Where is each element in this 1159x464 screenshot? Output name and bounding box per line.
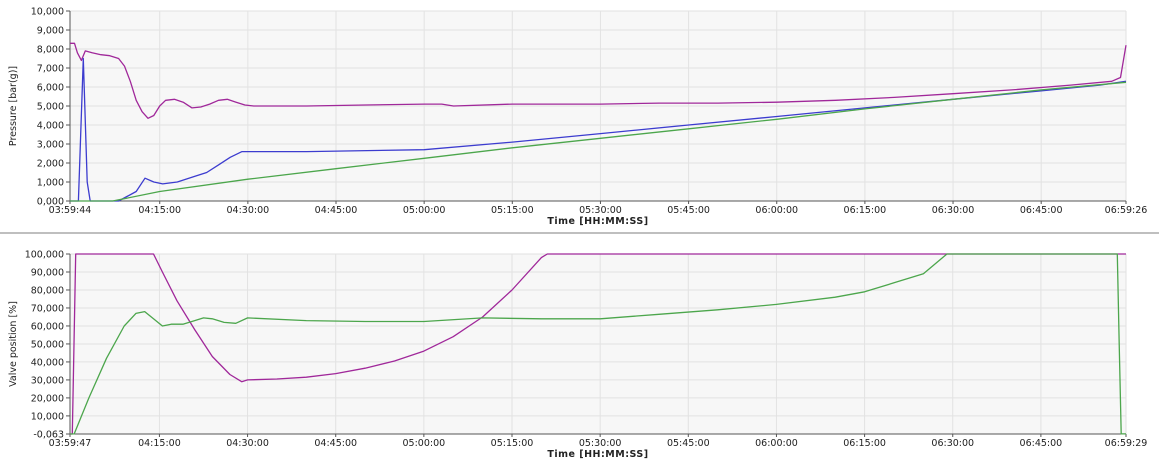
y-tick-label: 10,000: [31, 7, 64, 18]
y-tick-label: 80,000: [31, 285, 64, 296]
y-tick-label: 1,000: [37, 178, 64, 189]
y-tick-label: 9,000: [37, 26, 64, 37]
x-tick-label: 04:30:00: [227, 205, 270, 216]
x-tick-label: 06:30:00: [932, 205, 975, 216]
series-line-1: [70, 42, 1127, 119]
x-tick-label: 05:30:00: [579, 205, 622, 216]
x-axis-title: Time [HH:MM:SS]: [547, 216, 648, 227]
valve-position-chart: -0,063 10,000 20,000 30,000 40,000 50,000 60,0…: [8, 250, 1148, 461]
x-tick-label: 04:45:00: [314, 438, 357, 449]
x-tick-label: 06:45:00: [1020, 205, 1063, 216]
x-axis-title: Time [HH:MM:SS]: [547, 449, 648, 460]
y-tick-label: 50,000: [31, 339, 64, 350]
y-tick-label: 30,000: [31, 375, 64, 386]
y-tick-label: 3,000: [37, 140, 64, 151]
x-tick-label: 05:45:00: [667, 438, 710, 449]
y-tick-label: 10,000: [31, 411, 64, 422]
x-tick-label: 06:30:00: [931, 438, 974, 449]
series-line-2: [69, 253, 1126, 435]
y-tick-label: 70,000: [31, 303, 64, 314]
y-axis-title: Pressure [bar(g)]: [8, 66, 19, 146]
y-tick-label: 90,000: [31, 267, 64, 278]
y-tick-label: 4,000: [37, 121, 64, 132]
series-line-3: [70, 81, 1127, 202]
x-tick-label: 05:15:00: [491, 438, 534, 449]
x-tick-label: 04:45:00: [315, 205, 358, 216]
x-tick-label: 03:59:47: [49, 438, 92, 449]
series-line-1: [70, 253, 1126, 435]
x-tick-label: 06:00:00: [755, 205, 798, 216]
y-tick-label: 40,000: [31, 357, 64, 368]
x-tick-label: 06:45:00: [1020, 438, 1063, 449]
y-tick-label: 100,000: [25, 250, 64, 261]
y-tick-label: 0,000: [37, 197, 64, 208]
x-tick-label: 06:15:00: [844, 205, 887, 216]
panel-divider: [0, 232, 1159, 234]
x-tick-label: 05:30:00: [579, 438, 622, 449]
valve-position-chart-panel: -0,063 10,000 20,000 30,000 40,000 50,000 60,0…: [0, 234, 1159, 461]
x-tick-label: 04:30:00: [226, 438, 269, 449]
y-tick-label: 20,000: [31, 393, 64, 404]
x-tick-label: 06:59:29: [1105, 438, 1148, 449]
x-tick-label: 05:00:00: [403, 438, 446, 449]
x-tick-label: 06:59:26: [1105, 205, 1148, 216]
y-tick-label: 5,000: [37, 102, 64, 113]
y-tick-label: 7,000: [37, 64, 64, 75]
y-tick-label: 2,000: [37, 159, 64, 170]
x-tick-label: 06:00:00: [755, 438, 798, 449]
y-tick-label: 8,000: [37, 45, 64, 56]
x-tick-label: 03:59:44: [49, 205, 92, 216]
x-tick-label: 05:15:00: [491, 205, 534, 216]
pressure-chart-panel: 0,000 1,000 2,000 3,000 4,000 5,000 6,000 7,000…: [8, 7, 1148, 228]
y-tick-label: 60,000: [31, 321, 64, 332]
y-tick-label: 6,000: [37, 83, 64, 94]
x-tick-label: 06:15:00: [843, 438, 886, 449]
x-tick-label: 04:15:00: [138, 438, 181, 449]
y-axis-title: Valve position [%]: [8, 301, 19, 387]
x-tick-label: 05:00:00: [403, 205, 446, 216]
y-tick-label: -0,063: [33, 430, 64, 441]
x-tick-label: 05:45:00: [667, 205, 710, 216]
x-tick-label: 04:15:00: [138, 205, 181, 216]
pressure-chart: 0,000 1,000 2,000 3,000 4,000 5,000 6,000 7,000…: [8, 7, 1148, 228]
